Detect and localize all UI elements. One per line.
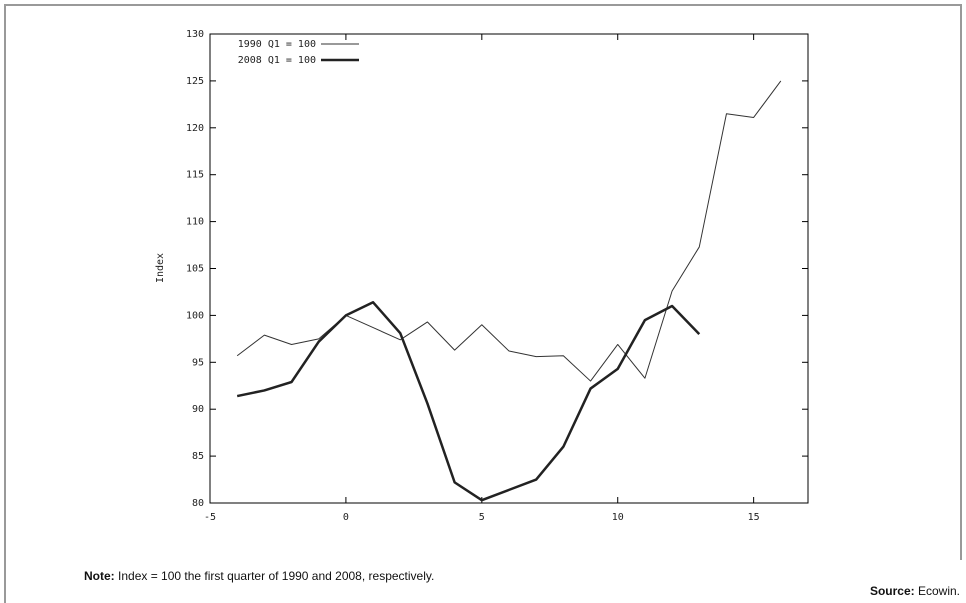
y-tick-label: 120 [186,123,204,134]
series-line [236,80,782,382]
y-tick-label: 90 [192,404,204,415]
y-tick-label: 130 [186,29,204,40]
note-text: Index = 100 the first quarter of 1990 an… [118,569,434,583]
x-tick-label: -5 [204,512,216,523]
legend-label: 2008 Q1 = 100 [238,55,316,66]
plot-border [209,33,809,504]
y-tick-label: 125 [186,76,204,87]
y-tick-label: 105 [186,264,204,275]
y-tick-label: 110 [186,217,204,228]
x-tick-label: 0 [343,512,349,523]
x-tick-label: 15 [748,512,760,523]
legend-label: 1990 Q1 = 100 [238,39,316,50]
y-tick-label: 115 [186,170,204,181]
note: Note: Index = 100 the first quarter of 1… [84,569,434,583]
x-tick-label: 5 [479,512,485,523]
source: Source: Ecowin. [870,584,960,598]
source-label: Source: [870,584,915,598]
series-line [236,301,701,502]
frame [4,4,962,603]
y-tick-label: 85 [192,451,204,462]
y-axis-label: Index [155,253,166,283]
y-tick-label: 80 [192,498,204,509]
note-label: Note: [84,569,115,583]
x-tick-label: 10 [612,512,624,523]
y-tick-label: 100 [186,310,204,321]
y-tick-label: 95 [192,357,204,368]
source-text: Ecowin. [918,584,960,598]
